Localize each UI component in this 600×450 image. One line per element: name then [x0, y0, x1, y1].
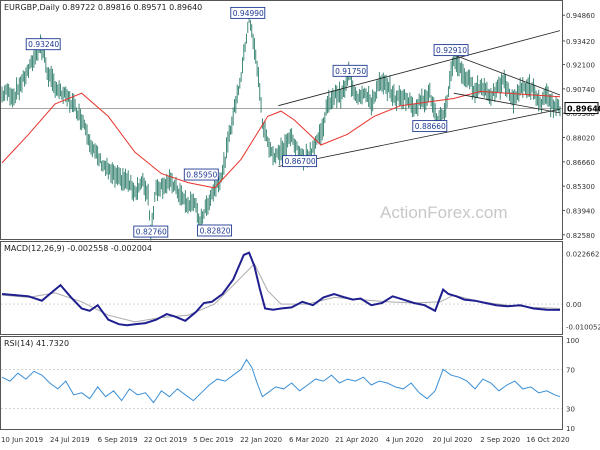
macd-panel-frame: [0, 241, 563, 335]
price-header: EURGBP,Daily 0.89722 0.89816 0.89571 0.8…: [4, 3, 202, 12]
price-label-box: [282, 155, 318, 168]
price-label-box: [230, 6, 266, 19]
watermark: ActionForex.com: [380, 203, 508, 222]
price-tick-label: 0.82580: [566, 232, 595, 240]
trend-line: [450, 53, 561, 96]
price-tick-label: 0.94860: [566, 12, 595, 20]
price-label: 0.94990: [233, 9, 264, 18]
macd-tick-label: 0.00: [566, 301, 582, 309]
x-tick-label: 21 Apr 2020: [335, 436, 378, 444]
x-tick-label: 4 Jun 2020: [386, 436, 424, 444]
price-label-box: [25, 38, 61, 51]
price-tick-label: 0.86660: [566, 159, 595, 167]
x-tick-label: 10 Jun 2019: [1, 436, 43, 444]
rsi-tick-label: 10: [566, 425, 575, 433]
x-tick-label: 24 Jul 2019: [50, 436, 90, 444]
price-label-box: [412, 120, 448, 133]
trend-line: [453, 92, 561, 114]
price-tick-label: 0.92100: [566, 62, 595, 70]
rsi-tick-label: 100: [566, 337, 579, 345]
current-price-label: 0.89640: [567, 105, 600, 114]
rsi-tick-label: 70: [566, 366, 575, 374]
price-label-box: [183, 168, 219, 181]
macd-tick-label: 0.022662: [566, 250, 599, 258]
price-label: 0.91750: [335, 67, 366, 76]
x-tick-label: 2 Sep 2020: [480, 436, 520, 444]
x-tick-label: 22 Oct 2019: [144, 436, 187, 444]
macd-line: [1, 251, 561, 327]
trend-line: [278, 108, 561, 167]
rsi-tick-label: 30: [566, 405, 575, 413]
price-label: 0.82760: [136, 228, 167, 237]
price-tick-label: 0.88020: [566, 135, 595, 143]
price-label: 0.85950: [186, 171, 217, 180]
price-label: 0.88660: [415, 122, 446, 131]
price-label: 0.86700: [285, 157, 316, 166]
x-tick-label: 6 Sep 2019: [98, 436, 138, 444]
price-tick-label: 0.89380: [566, 110, 595, 118]
x-tick-label: 20 Jul 2020: [433, 436, 473, 444]
price-label-box: [332, 64, 368, 77]
current-price-box: [564, 102, 599, 115]
price-tick-label: 0.85300: [566, 183, 595, 191]
x-tick-label: 16 Oct 2020: [526, 436, 569, 444]
rsi-header: RSI(14) 41.7320: [4, 339, 69, 348]
trend-line: [278, 30, 561, 107]
price-label: 0.82820: [200, 226, 231, 235]
x-tick-label: 6 Mar 2020: [289, 436, 329, 444]
price-label-box: [197, 224, 233, 237]
price-tick-label: 0.90740: [566, 86, 595, 94]
rsi-panel-frame: [0, 336, 563, 430]
price-label: 0.92910: [436, 46, 467, 55]
price-panel-frame: [0, 0, 563, 240]
price-label-box: [133, 225, 169, 238]
price-tick-label: 0.93420: [566, 38, 595, 46]
moving-average-line: [1, 90, 561, 189]
price-label-box: [433, 44, 469, 57]
price-tick-label: 0.83940: [566, 207, 595, 215]
macd-header: MACD(12,26,9) -0.002558 -0.002004: [4, 244, 152, 253]
macd-tick-label: -0.010052: [566, 324, 600, 332]
price-label: 0.93240: [28, 40, 59, 49]
x-tick-label: 5 Dec 2019: [193, 436, 233, 444]
rsi-line: [1, 358, 561, 404]
x-tick-label: 22 Jan 2020: [240, 436, 282, 444]
